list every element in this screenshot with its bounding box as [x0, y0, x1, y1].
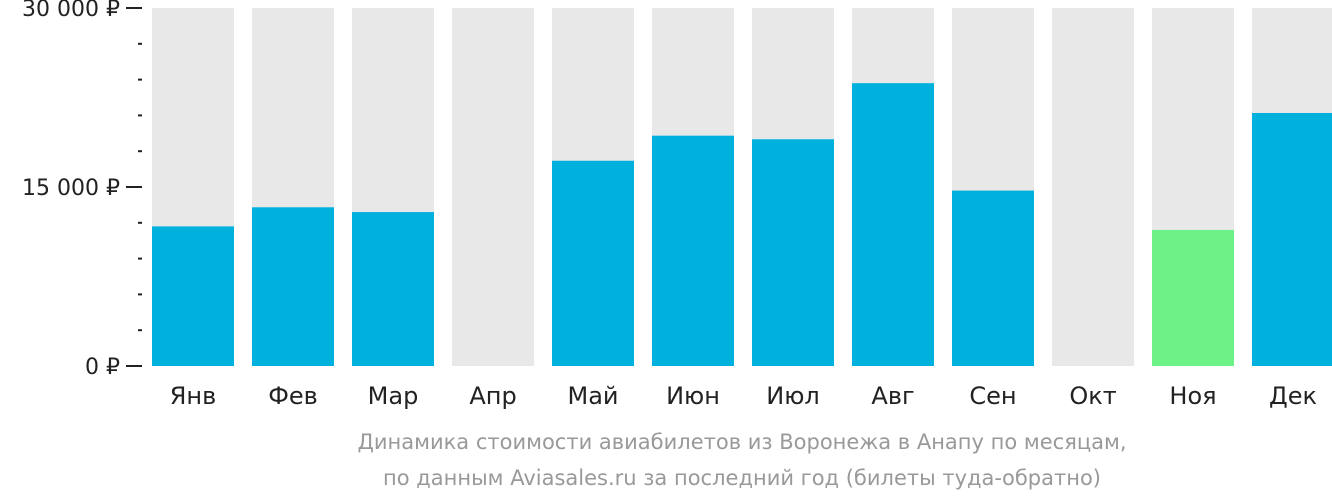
bar — [1252, 113, 1332, 366]
bar — [252, 207, 334, 366]
x-tick-label: Дек — [1269, 382, 1317, 410]
y-axis: 0 ₽ 15 000 ₽ 30 000 ₽ — [22, 0, 142, 380]
x-tick-label: Ноя — [1169, 382, 1216, 410]
x-axis: Янв Фев Мар Апр Май Июн Июл Авг Сен Окт Ноя Дек — [170, 382, 1317, 410]
chart-caption-line-1: Динамика стоимости авиабилетов из Вороне… — [357, 430, 1127, 454]
bar-track — [1052, 8, 1134, 366]
bar — [152, 226, 234, 366]
bar — [652, 135, 734, 366]
x-tick-label: Сен — [969, 382, 1016, 410]
x-tick-label: Июл — [766, 382, 820, 410]
bar — [352, 212, 434, 366]
chart-caption-line-2: по данным Aviasales.ru за последний год … — [383, 466, 1101, 490]
y-tick-label: 15 000 ₽ — [22, 176, 120, 201]
x-tick-label: Апр — [469, 382, 516, 410]
x-tick-label: Май — [567, 382, 618, 410]
y-tick-label: 30 000 ₽ — [22, 0, 120, 22]
bar-chart: 0 ₽ 15 000 ₽ 30 000 ₽ Янв Фев Мар Апр Май Июн Ию… — [22, 0, 1332, 410]
x-tick-label: Мар — [368, 382, 419, 410]
y-tick-label: 0 ₽ — [85, 355, 120, 380]
x-tick-label: Янв — [170, 382, 217, 410]
bar — [952, 190, 1034, 366]
x-tick-label: Окт — [1069, 382, 1116, 410]
bar — [852, 83, 934, 367]
bar-track — [452, 8, 534, 366]
bar — [552, 160, 634, 366]
x-tick-label: Фев — [268, 382, 318, 410]
bars — [152, 8, 1332, 367]
x-tick-label: Июн — [666, 382, 720, 410]
bar — [1152, 229, 1234, 366]
bar — [752, 139, 834, 366]
x-tick-label: Авг — [871, 382, 914, 410]
